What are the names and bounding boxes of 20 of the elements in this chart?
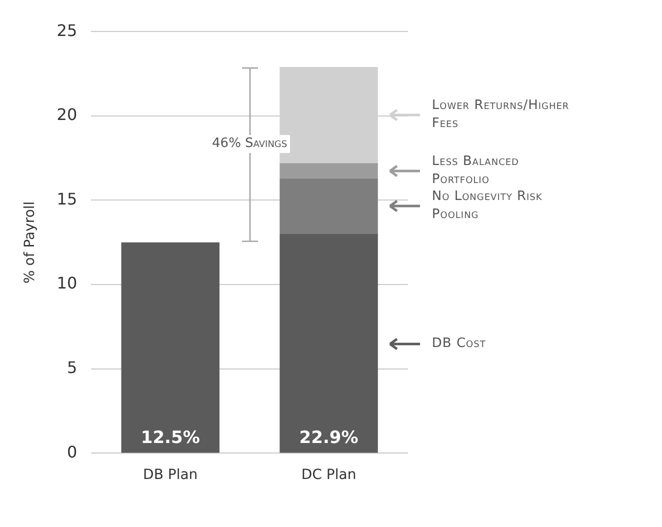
y-tick-label: 10 — [56, 274, 78, 293]
total-label: 22.9% — [299, 428, 358, 448]
y-axis-title: % of Payroll — [22, 201, 38, 284]
y-tick-label: 25 — [56, 20, 78, 40]
bar — [280, 234, 378, 453]
x-tick-label: DB Plan — [143, 467, 198, 484]
x-tick-label: DC Plan — [301, 467, 356, 484]
y-tick-label: 0 — [66, 442, 78, 462]
bar — [280, 163, 378, 178]
legend-label: Lower Returns/Higher Fees — [432, 97, 570, 134]
legend-label: Less Balanced Portfolio — [432, 152, 520, 189]
y-tick-label: 20 — [56, 105, 78, 124]
bar — [280, 178, 378, 234]
legend-label: No Longevity Risk Pooling — [432, 188, 544, 224]
legend-label: DB Cost — [432, 334, 487, 353]
total-label: 12.5% — [140, 428, 200, 448]
y-tick-label: 5 — [66, 358, 78, 378]
bar — [121, 242, 220, 453]
y-tick-label: 15 — [56, 189, 78, 208]
annotation: 46% Savings — [210, 134, 290, 153]
